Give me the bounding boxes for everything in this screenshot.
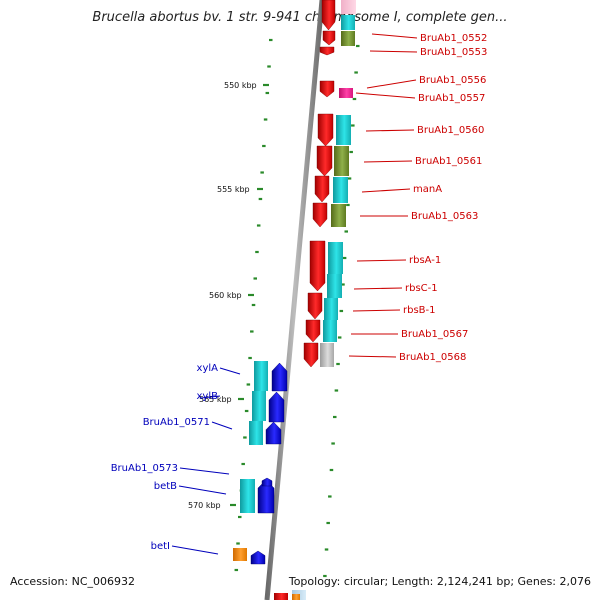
cds-partial bbox=[274, 593, 288, 600]
gene-label-forward[interactable]: BruAb1_0560 bbox=[417, 125, 484, 136]
label-leader bbox=[200, 395, 221, 399]
cds-arrow-forward bbox=[305, 319, 321, 343]
gene-block-cyan bbox=[240, 479, 255, 513]
gene-block-cyan bbox=[328, 242, 343, 274]
gene-label-forward[interactable]: BruAb1_0553 bbox=[420, 47, 487, 58]
cds-arrow-forward bbox=[303, 342, 319, 368]
gene-label-forward[interactable]: BruAb1_0552 bbox=[420, 33, 487, 44]
gene-block-cyan bbox=[336, 115, 351, 145]
gene-label-forward[interactable]: BruAb1_0568 bbox=[399, 352, 466, 363]
gene-labels: BruAb1_0552 BruAb1_0553 BruAb1_0556 BruAb1_… bbox=[111, 33, 487, 555]
label-leader bbox=[352, 309, 401, 312]
scale-label: 550 kbp bbox=[224, 81, 257, 90]
gene-label-forward[interactable]: rbsA-1 bbox=[409, 255, 441, 266]
gene-block-cyan bbox=[249, 421, 263, 445]
gene-label-reverse[interactable]: betI bbox=[151, 541, 170, 552]
cds-arrow-reverse bbox=[265, 421, 282, 445]
label-leader bbox=[219, 367, 241, 375]
cds-arrow-forward bbox=[314, 175, 330, 203]
cds-arrow-forward bbox=[319, 46, 335, 56]
scale-label: 560 kbp bbox=[209, 291, 242, 300]
gene-label-forward[interactable]: BruAb1_0561 bbox=[415, 156, 482, 167]
gene-block-orange bbox=[233, 548, 247, 561]
scale-ticks: 550 kbp 555 kbp 560 kbp 565 kbp 570 kbp bbox=[188, 38, 360, 578]
gene-block-cyan bbox=[333, 177, 348, 203]
cds-arrow-forward bbox=[321, 0, 336, 31]
gene-label-reverse[interactable]: xylB bbox=[197, 391, 219, 402]
gene-block-cyan bbox=[341, 15, 355, 30]
label-leader bbox=[365, 129, 415, 132]
cds-arrow-reverse bbox=[250, 550, 266, 565]
label-leader bbox=[178, 485, 227, 495]
label-leader bbox=[366, 79, 417, 89]
cds-arrow-reverse bbox=[271, 362, 288, 392]
gene-label-reverse[interactable]: BruAb1_0571 bbox=[143, 417, 210, 428]
cds-arrow-forward bbox=[322, 30, 336, 46]
label-leader bbox=[361, 188, 411, 193]
gene-block-cyan bbox=[324, 298, 338, 320]
gene-label-reverse[interactable]: BruAb1_0573 bbox=[111, 463, 178, 474]
gene-block-partial bbox=[341, 0, 356, 14]
cds-arrow-forward bbox=[309, 240, 326, 292]
gene-label-forward[interactable]: rbsB-1 bbox=[403, 305, 436, 316]
cds-arrow-forward bbox=[316, 145, 333, 177]
cds-arrow-reverse bbox=[257, 479, 275, 514]
label-leader bbox=[171, 545, 219, 555]
cds-arrow-forward bbox=[312, 202, 328, 228]
accession-label: Accession: NC_006932 bbox=[10, 575, 136, 588]
gene-block-olive bbox=[334, 146, 349, 176]
gene-block-cyan bbox=[327, 274, 342, 298]
cds-arrow-forward bbox=[319, 80, 335, 98]
gene-label-reverse[interactable]: betB bbox=[154, 481, 177, 492]
label-leader bbox=[363, 160, 413, 163]
gene-block-cyan bbox=[254, 361, 268, 391]
label-leader bbox=[179, 467, 230, 475]
genome-backbone bbox=[264, 0, 325, 600]
gene-features bbox=[233, 0, 356, 600]
genome-summary: Topology: circular; Length: 2,124,241 bp… bbox=[288, 575, 591, 588]
gene-block-cyan bbox=[252, 391, 266, 421]
gene-label-forward[interactable]: BruAb1_0557 bbox=[418, 93, 485, 104]
label-leader bbox=[371, 33, 418, 39]
label-leader bbox=[348, 355, 397, 358]
label-leader bbox=[356, 259, 407, 262]
gene-block-pink bbox=[339, 88, 353, 98]
gene-block-olive bbox=[331, 204, 346, 227]
gene-block-cyan bbox=[323, 320, 337, 342]
cds-arrow-reverse bbox=[268, 391, 285, 423]
label-leader bbox=[355, 92, 416, 99]
gene-label-reverse[interactable]: xylA bbox=[197, 363, 219, 374]
gene-block-partial bbox=[292, 594, 300, 600]
label-leader bbox=[353, 287, 403, 290]
map-title: Brucella abortus bv. 1 str. 9-941 chromo… bbox=[92, 10, 508, 25]
gene-block-gray bbox=[320, 343, 334, 367]
gene-label-forward[interactable]: rbsC-1 bbox=[405, 283, 438, 294]
label-leader bbox=[211, 421, 233, 430]
gene-label-forward[interactable]: BruAb1_0567 bbox=[401, 329, 468, 340]
scale-label: 555 kbp bbox=[217, 185, 250, 194]
cds-arrow-reverse bbox=[261, 477, 273, 487]
cds-arrow-forward bbox=[307, 292, 323, 320]
cds-arrow-forward bbox=[317, 113, 334, 147]
gene-block-olive bbox=[341, 31, 355, 46]
gene-label-forward[interactable]: BruAb1_0563 bbox=[411, 211, 478, 222]
scale-label: 570 kbp bbox=[188, 501, 221, 510]
gene-label-forward[interactable]: BruAb1_0556 bbox=[419, 75, 486, 86]
scale-label: 565 kbp bbox=[199, 395, 232, 404]
gene-label-forward[interactable]: manA bbox=[413, 184, 442, 195]
label-leader bbox=[369, 50, 418, 53]
